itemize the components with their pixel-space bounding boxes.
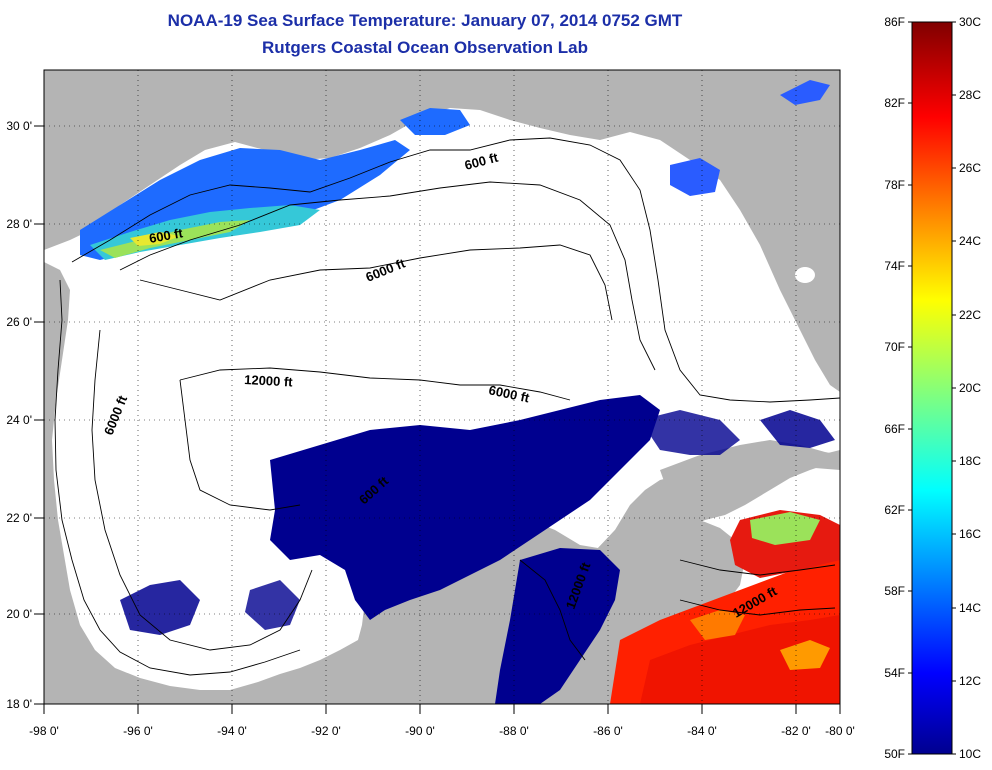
colorbar-label-f: 78F: [884, 178, 905, 192]
colorbar-label-f: 70F: [884, 340, 905, 354]
lon-tick-label: -96 0': [123, 724, 153, 738]
cuba: [660, 440, 840, 505]
colorbar-label-c: 14C: [959, 601, 981, 615]
colorbar: 86F 82F 78F 74F 70F 66F 62F 58F 54F 50F …: [884, 15, 981, 761]
lon-tick-label: -84 0': [687, 724, 717, 738]
colorbar-ticks: [908, 21, 956, 755]
map-frame: [43, 69, 841, 705]
lon-tick-label: -92 0': [311, 724, 341, 738]
colorbar-label-f: 74F: [884, 259, 905, 273]
colorbar-label-f: 86F: [884, 15, 905, 29]
colorbar-label-f: 54F: [884, 666, 905, 680]
colorbar-gradient: [911, 21, 953, 755]
lat-tick-label: 30 0': [6, 119, 32, 133]
map-title: NOAA-19 Sea Surface Temperature: January…: [167, 11, 683, 30]
frame-ticks: [34, 125, 841, 714]
lat-tick-label: 22 0': [6, 511, 32, 525]
colorbar-label-c: 22C: [959, 308, 981, 322]
colorbar-label-c: 18C: [959, 454, 981, 468]
colorbar-label-c: 28C: [959, 88, 981, 102]
lat-lon-grid: [44, 70, 840, 704]
colorbar-label-c: 30C: [959, 15, 981, 29]
colorbar-label-c: 26C: [959, 161, 981, 175]
lon-tick-label: -98 0': [29, 724, 59, 738]
gulf-of-mexico: [44, 108, 840, 690]
colorbar-label-c: 24C: [959, 234, 981, 248]
bathymetry-contours: [54, 137, 840, 676]
colorbar-label-f: 62F: [884, 503, 905, 517]
lon-tick-label: -94 0': [217, 724, 247, 738]
colorbar-label-f: 50F: [884, 747, 905, 761]
contour-label: 12000 ft: [244, 372, 294, 390]
colorbar-label-c: 10C: [959, 747, 981, 761]
contour-label: 600 ft: [148, 225, 185, 246]
colorbar-label-c: 12C: [959, 674, 981, 688]
lat-tick-label: 24 0': [6, 413, 32, 427]
colorbar-label-f: 82F: [884, 96, 905, 110]
lat-tick-label: 18 0': [6, 697, 32, 711]
lake-okeechobee: [795, 267, 815, 283]
lon-tick-labels: -98 0' -96 0' -94 0' -92 0' -90 0' -88 0…: [29, 724, 855, 738]
lon-tick-label: -90 0': [405, 724, 435, 738]
map-subtitle: Rutgers Coastal Ocean Observation Lab: [262, 38, 588, 57]
lat-tick-label: 26 0': [6, 315, 32, 329]
lon-tick-label: -82 0': [781, 724, 811, 738]
lon-tick-label: -88 0': [499, 724, 529, 738]
sst-northern-shelf: [80, 80, 830, 260]
colorbar-label-f: 58F: [884, 584, 905, 598]
sst-cold-patches: [120, 395, 835, 704]
colorbar-label-c: 16C: [959, 527, 981, 541]
lat-tick-labels: 30 0' 28 0' 26 0' 24 0' 22 0' 20 0' 18 0…: [6, 119, 32, 711]
lon-tick-label: -80 0': [825, 724, 855, 738]
lat-tick-label: 28 0': [6, 217, 32, 231]
sst-warm-caribbean: [610, 510, 840, 704]
lat-tick-label: 20 0': [6, 607, 32, 621]
colorbar-label-f: 66F: [884, 422, 905, 436]
colorbar-label-c: 20C: [959, 381, 981, 395]
lon-tick-label: -86 0': [593, 724, 623, 738]
